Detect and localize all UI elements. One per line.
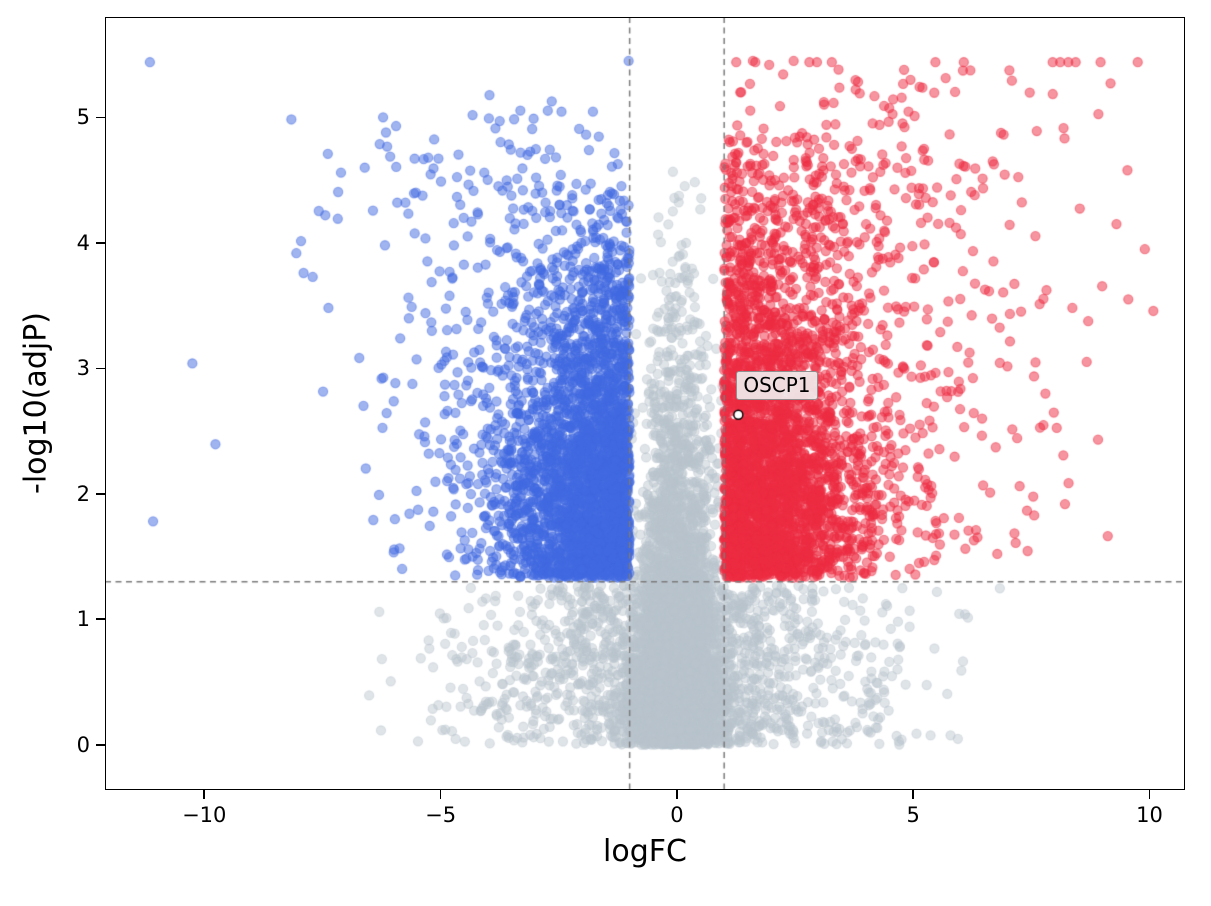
y-tick-mark (96, 116, 105, 119)
y-tick-label: 0 (76, 732, 90, 757)
x-tick-label: 5 (906, 803, 920, 827)
y-tick-mark (96, 242, 105, 244)
y-tick-label: 1 (76, 607, 90, 632)
x-tick-mark (676, 790, 678, 799)
y-tick-label: 5 (76, 105, 90, 130)
y-tick-mark (96, 618, 105, 621)
x-tick-label: −10 (182, 803, 227, 827)
y-tick-label: 4 (76, 230, 90, 255)
x-tick-mark (203, 790, 206, 799)
x-axis-label: logFC (603, 834, 687, 869)
y-tick-mark (96, 493, 105, 495)
scatter-points-canvas (105, 17, 1185, 790)
y-axis-label: -log10(adjP) (18, 312, 54, 494)
gene-annotation-label: OSCP1 (736, 370, 818, 400)
y-tick-label: 2 (76, 481, 90, 506)
y-tick-mark (96, 743, 105, 746)
y-tick-label: 3 (76, 356, 90, 381)
x-tick-mark (1148, 790, 1151, 799)
x-tick-label: −5 (425, 803, 457, 827)
x-tick-mark (912, 790, 915, 799)
y-tick-mark (96, 367, 105, 370)
x-tick-mark (439, 790, 442, 799)
x-tick-label: 0 (670, 803, 684, 827)
x-tick-label: 10 (1136, 803, 1163, 827)
